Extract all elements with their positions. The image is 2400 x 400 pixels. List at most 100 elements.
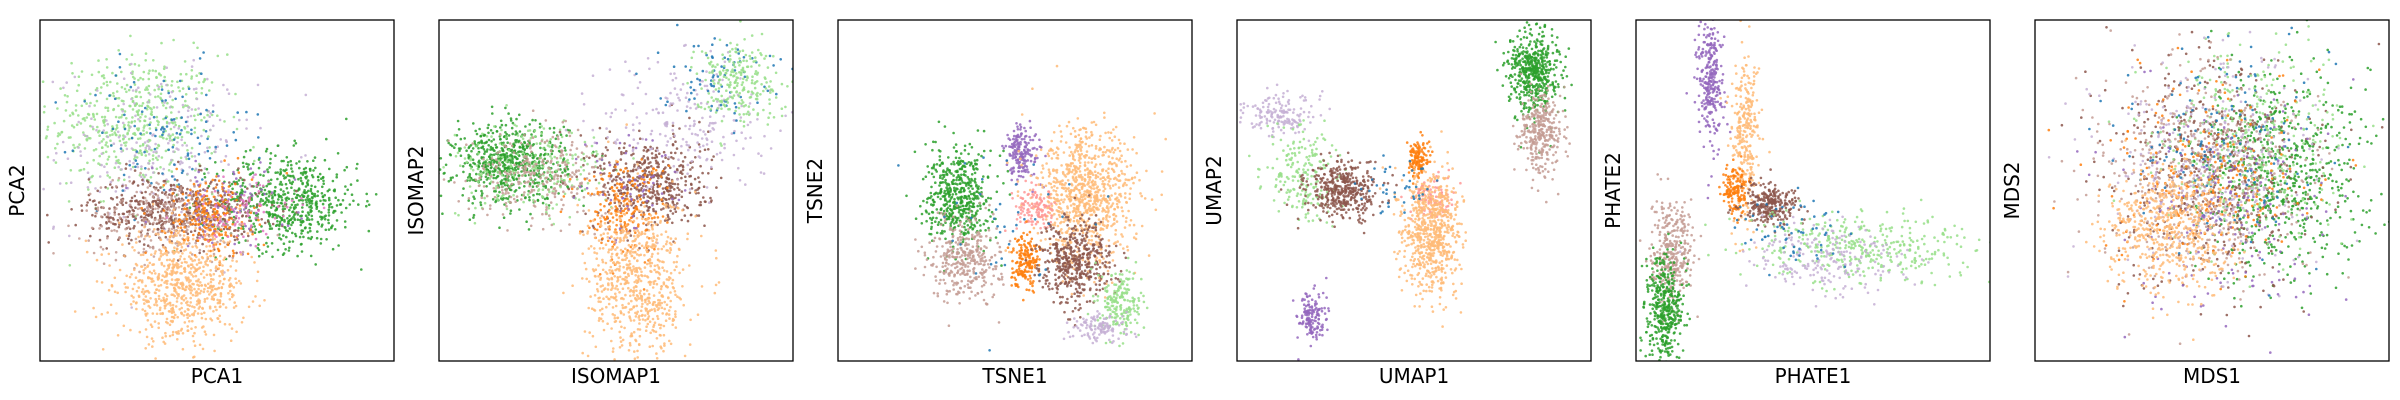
scatter-point: [213, 287, 217, 291]
scatter-point: [555, 182, 559, 186]
scatter-point: [165, 251, 169, 254]
scatter-point: [182, 222, 185, 226]
scatter-point: [282, 190, 285, 193]
scatter-point: [233, 218, 236, 222]
scatter-point: [106, 187, 110, 190]
scatter-point: [216, 240, 219, 244]
scatter-point: [512, 171, 516, 175]
scatter-point: [197, 223, 200, 226]
scatter-point: [289, 159, 293, 163]
scatter-point: [97, 201, 101, 204]
scatter-point: [236, 203, 239, 206]
scatter-point: [665, 180, 668, 184]
scatter-point: [343, 192, 347, 196]
scatter-point: [130, 199, 133, 203]
scatter-point: [189, 251, 192, 254]
scatter-point: [140, 229, 144, 233]
scatter-point: [113, 211, 116, 214]
scatter-point: [562, 125, 566, 129]
scatter-point: [533, 171, 536, 175]
scatter-point: [328, 205, 331, 209]
scatter-point: [138, 330, 142, 334]
scatter-point: [540, 195, 544, 198]
scatter-point: [535, 142, 538, 145]
scatter-point: [230, 182, 234, 186]
scatter-point: [276, 177, 279, 181]
scatter-point: [131, 108, 135, 111]
scatter-point: [524, 174, 527, 177]
scatter-point: [304, 185, 308, 188]
scatter-point: [198, 220, 201, 223]
scatter-point: [323, 215, 326, 218]
scatter-point: [555, 169, 558, 172]
scatter-point: [498, 142, 502, 145]
scatter-point: [654, 159, 658, 163]
scatter-point: [147, 84, 151, 88]
scatter-point: [212, 254, 216, 258]
scatter-point: [115, 229, 119, 233]
scatter-point: [77, 75, 81, 78]
scatter-point: [147, 105, 150, 108]
scatter-point: [140, 175, 143, 179]
scatter-point: [231, 249, 235, 253]
scatter-point: [504, 136, 508, 139]
scatter-point: [193, 131, 196, 134]
scatter-point: [102, 74, 105, 77]
scatter-point: [203, 222, 206, 225]
scatter-point: [170, 84, 173, 87]
scatter-point: [489, 163, 493, 166]
scatter-point: [80, 70, 84, 73]
scatter-point: [296, 218, 300, 221]
scatter-point: [491, 180, 495, 184]
scatter-point: [282, 159, 285, 163]
scatter-point: [203, 116, 206, 119]
scatter-point: [105, 58, 108, 61]
scatter-point: [499, 137, 502, 141]
scatter-point: [517, 174, 520, 177]
scatter-point: [213, 233, 216, 237]
scatter-point: [151, 345, 154, 348]
scatter-point: [178, 222, 182, 226]
scatter-point: [698, 150, 702, 153]
scatter-point: [189, 179, 192, 182]
scatter-point: [125, 83, 129, 87]
scatter-point: [248, 219, 251, 222]
scatter-point: [228, 323, 231, 326]
scatter-point: [288, 179, 291, 182]
scatter-point: [491, 112, 494, 115]
scatter-point: [280, 223, 284, 226]
scatter-point: [227, 163, 230, 166]
scatter-point: [209, 274, 213, 277]
scatter-point: [126, 210, 129, 214]
scatter-point: [294, 232, 297, 236]
scatter-point: [531, 216, 534, 220]
scatter-point: [670, 156, 673, 159]
scatter-point: [201, 235, 204, 239]
scatter-point: [283, 192, 287, 196]
scatter-point: [503, 154, 506, 157]
scatter-point: [209, 182, 212, 185]
scatter-point: [636, 142, 640, 145]
scatter-point: [244, 211, 247, 214]
scatter-point: [95, 99, 99, 103]
scatter-point: [162, 79, 166, 83]
scatter-point: [471, 158, 475, 161]
scatter-point: [586, 181, 590, 185]
scatter-point: [52, 252, 55, 255]
scatter-point: [257, 166, 261, 170]
scatter-point: [277, 227, 281, 231]
scatter-point: [480, 172, 483, 176]
scatter-point: [112, 142, 116, 145]
scatter-point: [113, 131, 117, 134]
scatter-point: [139, 116, 142, 119]
scatter-point: [242, 194, 246, 197]
scatter-point: [245, 127, 248, 130]
scatter-point: [469, 156, 473, 160]
scatter-point: [192, 87, 196, 91]
scatter-point: [468, 177, 471, 181]
scatter-point: [307, 213, 311, 216]
scatter-point: [124, 184, 128, 187]
scatter-point: [530, 188, 534, 192]
scatter-point: [470, 191, 474, 195]
scatter-point: [151, 195, 155, 199]
